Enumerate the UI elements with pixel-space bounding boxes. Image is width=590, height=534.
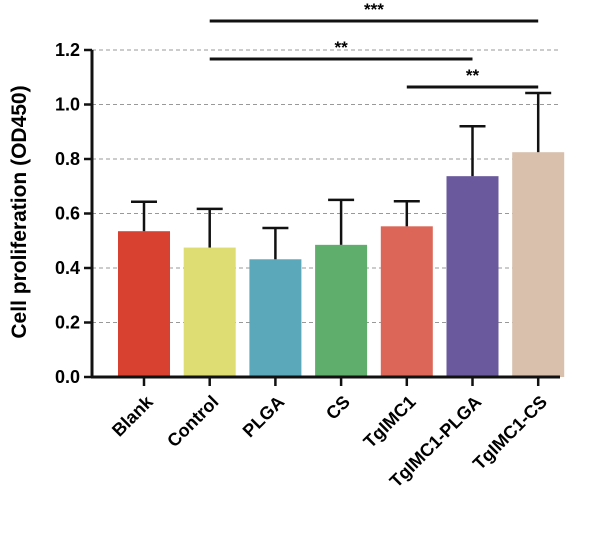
significance-label: ** [334,38,348,57]
bar-blank [118,231,170,377]
bar-tgimc1-plga [446,176,499,377]
x-tick-label: PLGA [239,392,289,442]
significance-brackets: ******* [209,0,539,89]
y-tick-label: 1.2 [55,40,80,60]
y-tick-label: 0.6 [55,204,80,224]
y-axis-label: Cell proliferation (OD450) [8,85,31,338]
y-tick-label: 0.2 [55,313,80,333]
bar-cs [315,244,368,377]
y-tick-label: 0.0 [55,367,80,387]
bar-tgimc1 [380,226,433,377]
bar-plga [249,259,302,377]
x-tick-label: Control [163,392,222,451]
x-tick-label: CS [322,392,354,424]
significance-label: ** [466,66,480,85]
y-tick-label: 0.8 [55,149,80,169]
bar-tgimc1-cs [512,152,565,377]
y-tick-label: 0.4 [55,258,80,278]
x-tick-label: Blank [108,391,158,441]
bar-control [183,247,236,377]
x-tick-label: TgIMC1 [360,392,420,452]
bars [118,91,565,377]
significance-label: *** [364,0,384,19]
y-tick-label: 1.0 [55,95,80,115]
